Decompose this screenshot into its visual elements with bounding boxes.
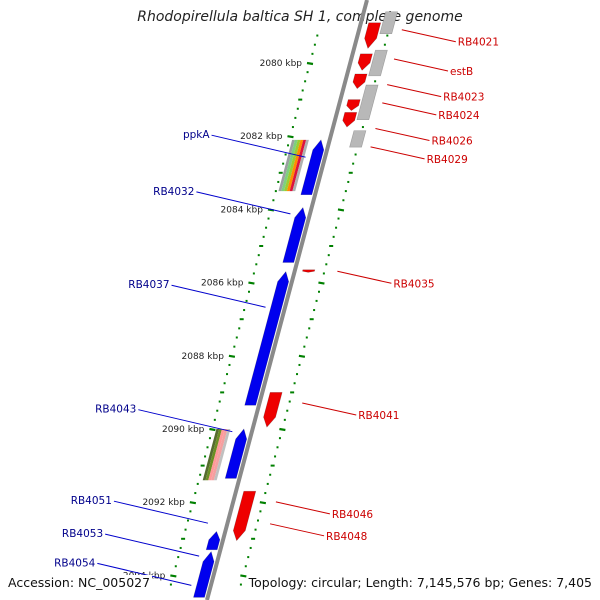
feature-band	[202, 429, 220, 481]
tick-mark	[189, 501, 197, 505]
gene-label-right[interactable]: RB4046	[332, 509, 374, 521]
gene-label-right[interactable]: RB4041	[358, 410, 399, 422]
tick-mark	[259, 501, 267, 505]
label-leader-line	[211, 134, 306, 158]
feature-track	[202, 139, 309, 481]
label-leader-line	[375, 128, 430, 142]
feature-band	[284, 139, 301, 192]
label-leader-line	[171, 284, 266, 308]
feature-band	[208, 429, 225, 481]
label-leader-line	[401, 29, 456, 43]
reverse-gene-arrow	[346, 99, 361, 111]
label-leader-line	[196, 191, 291, 215]
feature-band	[289, 139, 307, 192]
gene-label-right[interactable]: RB4021	[458, 37, 499, 49]
tick-label: 2080 kbp	[260, 59, 303, 69]
label-leader-line	[337, 270, 392, 284]
tick-label: 2092 kbp	[142, 498, 185, 508]
tick-label: 2084 kbp	[221, 205, 264, 215]
gene-label-left[interactable]: RB4032	[153, 186, 194, 198]
tick-mark	[279, 427, 286, 432]
label-leader-line	[370, 146, 425, 160]
forward-gene-arrow	[224, 428, 248, 479]
tick-label: 2088 kbp	[182, 352, 225, 362]
tick-mark	[298, 354, 306, 358]
reverse-gene-arrow	[263, 392, 283, 428]
label-leader-line	[138, 409, 233, 433]
gene-label-left[interactable]: RB4054	[54, 557, 96, 569]
gene-label-left[interactable]: RB4043	[95, 404, 136, 416]
other-feature-box	[379, 11, 399, 35]
tick-mark	[248, 281, 255, 285]
gene-label-right[interactable]: RB4029	[427, 154, 468, 166]
gene-label-left[interactable]: RB4051	[71, 495, 112, 507]
label-leader-line	[105, 533, 200, 557]
tick-label: 2090 kbp	[162, 425, 205, 435]
topology-text: Topology: circular; Length: 7,145,576 bp…	[246, 575, 594, 590]
tick-mark	[228, 354, 236, 358]
other-feature-box	[349, 130, 367, 148]
gene-labels: ppkA RB4032 RB4037 RB4043 RB4051 RB4053 RB4054…	[54, 29, 499, 586]
feature-band	[213, 429, 231, 481]
label-leader-line	[113, 500, 209, 524]
gene-label-right[interactable]: RB4048	[326, 531, 367, 543]
tick-mark	[306, 61, 314, 66]
forward-gene-arrow	[244, 270, 290, 406]
label-leader-line	[275, 501, 330, 515]
label-leader-line	[387, 84, 442, 98]
accession-text: Accession: NC_005027	[6, 575, 153, 590]
reverse-gene-arrow	[232, 490, 257, 542]
reverse-gene-arrow	[302, 269, 316, 273]
tick-label: 2082 kbp	[240, 132, 283, 142]
feature-band	[281, 139, 298, 192]
feature-band	[278, 139, 295, 192]
gene-label-left[interactable]: RB4037	[128, 279, 169, 291]
genome-title: Rhodopirellula baltica SH 1, complete ge…	[137, 9, 463, 25]
other-feature-box	[356, 84, 379, 121]
gene-track	[193, 11, 399, 598]
reverse-gene-arrow	[352, 73, 368, 90]
feature-band	[211, 429, 228, 481]
gene-label-left[interactable]: ppkA	[183, 129, 210, 141]
gene-label-right[interactable]: RB4035	[393, 278, 434, 290]
tick-mark	[318, 281, 325, 285]
feature-band	[286, 139, 304, 192]
tick-mark	[209, 427, 216, 432]
label-leader-line	[97, 562, 192, 586]
label-leader-line	[382, 102, 437, 116]
gene-label-right[interactable]: RB4023	[443, 92, 484, 104]
gene-label-right[interactable]: estB	[450, 66, 473, 78]
forward-gene-arrow	[205, 530, 221, 551]
gene-label-right[interactable]: RB4024	[438, 110, 480, 122]
other-feature-box	[368, 49, 388, 77]
genome-backbone	[205, 0, 369, 600]
tick-label: 2086 kbp	[201, 279, 244, 289]
gene-label-right[interactable]: RB4026	[431, 136, 473, 148]
tick-mark	[337, 208, 345, 212]
reverse-gene-arrow	[357, 53, 373, 71]
feature-band	[205, 429, 222, 481]
tick-mark	[240, 574, 247, 578]
forward-gene-arrow	[193, 550, 215, 598]
feature-band	[292, 139, 309, 192]
gene-label-left[interactable]: RB4053	[62, 528, 103, 540]
tick-mark	[287, 135, 294, 139]
tick-mark	[170, 574, 177, 578]
label-leader-line	[269, 523, 325, 537]
label-leader-line	[393, 58, 449, 72]
reverse-gene-arrow	[364, 22, 382, 49]
tick-track-left	[169, 34, 319, 586]
reverse-gene-arrow	[342, 112, 358, 128]
forward-gene-arrow	[300, 139, 325, 196]
forward-gene-arrow	[282, 206, 307, 263]
label-leader-line	[302, 402, 357, 416]
